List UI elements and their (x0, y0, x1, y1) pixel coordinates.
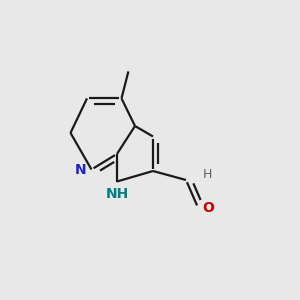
Text: N: N (74, 163, 86, 176)
Text: O: O (202, 201, 214, 214)
Text: H: H (202, 168, 212, 181)
Text: NH: NH (105, 187, 129, 201)
